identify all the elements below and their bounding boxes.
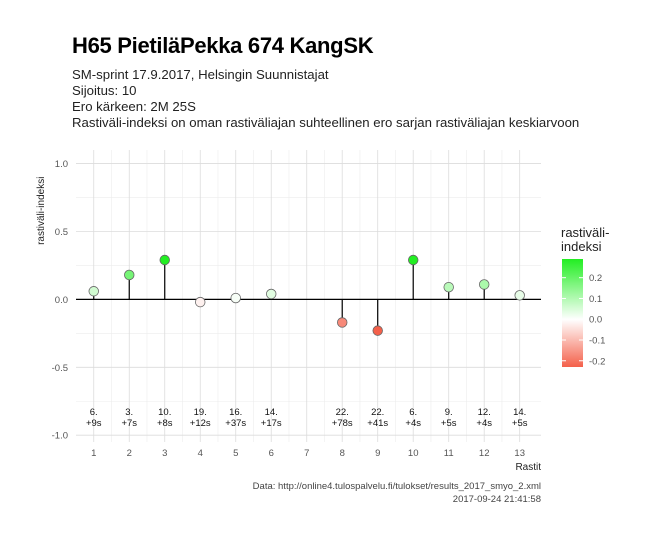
x-tick-label: 12 bbox=[479, 448, 490, 459]
x-tick-label: 5 bbox=[233, 448, 238, 459]
time-label-rasti-9: +41s bbox=[367, 418, 388, 429]
x-axis-ticks: 1 2 3 4 5 6 7 8 9 10 11 12 13 bbox=[91, 448, 525, 459]
chart-title: H65 PietiläPekka 674 KangSK bbox=[72, 33, 374, 58]
time-label-rasti-6: +17s bbox=[261, 418, 282, 429]
point-rasti-1 bbox=[88, 286, 99, 297]
point-labels: 6.+9s3.+7s10.+8s19.+12s16.+37s14.+17s22.… bbox=[86, 407, 528, 429]
point-rasti-5 bbox=[230, 292, 241, 304]
y-tick-label: -1.0 bbox=[52, 431, 68, 442]
time-label-rasti-4: +12s bbox=[190, 418, 211, 429]
y-tick-label: 0.0 bbox=[55, 295, 68, 306]
x-tick-label: 9 bbox=[375, 448, 380, 459]
grid-lines bbox=[76, 150, 541, 442]
time-label-rasti-13: +5s bbox=[512, 418, 528, 429]
subtitle-description: Rastiväli-indeksi on oman rastiväliajan … bbox=[72, 115, 580, 130]
point-rasti-13 bbox=[514, 290, 525, 301]
legend-tick-label: -0.2 bbox=[589, 356, 605, 367]
legend-title-line1: rastiväli- bbox=[561, 225, 610, 240]
x-tick-label: 13 bbox=[514, 448, 525, 459]
rank-label-rasti-11: 9. bbox=[445, 407, 453, 418]
rank-label-rasti-2: 3. bbox=[125, 407, 133, 418]
time-label-rasti-2: +7s bbox=[121, 418, 137, 429]
y-axis-label: rastiväli-indeksi bbox=[36, 177, 47, 245]
rank-label-rasti-3: 10. bbox=[158, 407, 171, 418]
point-rasti-8 bbox=[337, 317, 348, 328]
legend-title: rastiväli- indeksi bbox=[561, 226, 609, 254]
legend-tick-label: 0.2 bbox=[589, 273, 602, 284]
legend-tick-label: 0.0 bbox=[589, 315, 602, 326]
time-label-rasti-1: +9s bbox=[86, 418, 102, 429]
time-label-rasti-12: +4s bbox=[476, 418, 492, 429]
x-tick-label: 3 bbox=[162, 448, 167, 459]
legend-ticks: 0.2 0.1 0.0 -0.1 -0.2 bbox=[562, 273, 605, 367]
y-tick-label: -0.5 bbox=[52, 363, 68, 374]
legend-title-line2: indeksi bbox=[561, 239, 602, 254]
subtitle-event: SM-sprint 17.9.2017, Helsingin Suunnista… bbox=[72, 67, 329, 82]
point-rasti-4 bbox=[195, 296, 206, 308]
rank-label-rasti-12: 12. bbox=[478, 407, 491, 418]
subtitle-rank: Sijoitus: 10 bbox=[72, 83, 137, 98]
x-tick-label: 10 bbox=[408, 448, 419, 459]
point-rasti-10 bbox=[408, 254, 419, 266]
time-label-rasti-10: +4s bbox=[405, 418, 421, 429]
y-tick-label: 0.5 bbox=[55, 227, 68, 238]
rank-label-rasti-4: 19. bbox=[194, 407, 207, 418]
x-tick-label: 6 bbox=[269, 448, 274, 459]
y-tick-label: 1.0 bbox=[55, 159, 68, 170]
time-label-rasti-11: +5s bbox=[441, 418, 457, 429]
point-rasti-2 bbox=[124, 269, 135, 281]
data-source: Data: http://online4.tulospalvelu.fi/tul… bbox=[252, 481, 541, 492]
rank-label-rasti-8: 22. bbox=[336, 407, 349, 418]
y-axis-ticks: -1.0 -0.5 0.0 0.5 1.0 bbox=[52, 159, 68, 442]
timestamp: 2017-09-24 21:41:58 bbox=[452, 494, 541, 505]
point-rasti-9 bbox=[372, 325, 383, 336]
x-tick-label: 8 bbox=[340, 448, 345, 459]
subtitle-gap: Ero kärkeen: 2M 25S bbox=[72, 99, 196, 114]
time-label-rasti-5: +37s bbox=[225, 418, 246, 429]
time-label-rasti-8: +78s bbox=[332, 418, 353, 429]
x-tick-label: 7 bbox=[304, 448, 309, 459]
rank-label-rasti-10: 6. bbox=[409, 407, 417, 418]
rank-label-rasti-6: 14. bbox=[265, 407, 278, 418]
point-rasti-3 bbox=[159, 254, 170, 266]
x-tick-label: 11 bbox=[444, 448, 454, 459]
x-axis-label: Rastit bbox=[515, 462, 541, 473]
point-rasti-12 bbox=[479, 279, 490, 290]
legend-tick-label: 0.1 bbox=[589, 294, 602, 305]
x-tick-label: 2 bbox=[127, 448, 132, 459]
rank-label-rasti-5: 16. bbox=[229, 407, 242, 418]
x-tick-label: 1 bbox=[91, 448, 96, 459]
time-label-rasti-3: +8s bbox=[157, 418, 173, 429]
point-rasti-11 bbox=[443, 281, 454, 293]
rank-label-rasti-1: 6. bbox=[90, 407, 98, 418]
point-rasti-6 bbox=[266, 288, 277, 300]
legend-colorbar bbox=[562, 259, 583, 367]
rank-label-rasti-9: 22. bbox=[371, 407, 384, 418]
legend-tick-label: -0.1 bbox=[589, 336, 605, 347]
x-tick-label: 4 bbox=[198, 448, 203, 459]
points bbox=[88, 254, 525, 336]
rank-label-rasti-13: 14. bbox=[513, 407, 526, 418]
